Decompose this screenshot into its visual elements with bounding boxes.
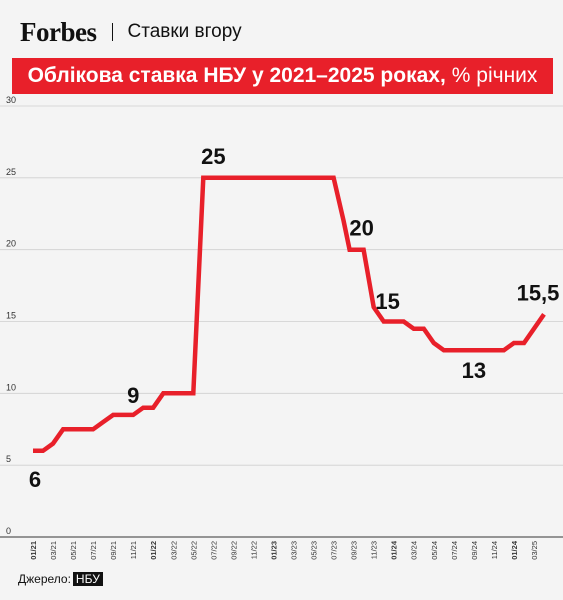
x-tick-label: 05/22	[189, 541, 198, 560]
x-tick-label: 01/21	[29, 541, 38, 560]
chart-unit: % річних	[451, 64, 538, 87]
data-label: 6	[29, 467, 41, 492]
x-tick-label: 11/22	[249, 541, 258, 559]
x-tick-label: 03/24	[410, 541, 419, 560]
line-chart: 0 5 10 15 20 25 30 01/21 03/21 05/21 07/21 09/21 11…	[0, 96, 563, 560]
y-tick-label: 20	[6, 239, 16, 249]
forbes-logo[interactable]: Forbes	[20, 16, 97, 47]
x-tick-label: 05/23	[310, 541, 319, 560]
y-tick-label: 5	[6, 454, 11, 464]
x-tick-label: 11/24	[490, 541, 499, 559]
data-label: 20	[349, 216, 373, 241]
data-label: 15	[375, 289, 399, 314]
data-labels: 6 9 25 20 15 13 15,5	[29, 144, 560, 492]
x-tick-label: 11/23	[370, 541, 379, 559]
section-title[interactable]: Ставки вгору	[127, 21, 242, 42]
x-tick-label: 09/24	[470, 541, 479, 560]
data-label: 13	[462, 358, 486, 383]
x-tick-label: 03/25	[530, 541, 539, 560]
x-tick-label: 01/23	[269, 541, 278, 560]
x-tick-label: 07/24	[450, 541, 459, 560]
x-tick-label: 11/21	[129, 541, 138, 559]
chart-grid	[0, 105, 563, 538]
x-tick-label: 03/23	[290, 541, 299, 560]
series-line	[33, 175, 546, 454]
x-tick-label: 05/24	[430, 541, 439, 560]
source-label: Джерело:	[18, 572, 71, 586]
chart-title-banner: Облікова ставка НБУ у 2021–2025 роках, %…	[12, 58, 553, 94]
data-label: 15,5	[517, 280, 560, 305]
x-tick-label: 07/22	[209, 541, 218, 560]
y-tick-label: 30	[6, 96, 16, 105]
data-label: 9	[127, 383, 139, 408]
header-divider	[112, 23, 114, 41]
y-tick-label: 15	[6, 311, 16, 321]
x-tick-label: 03/22	[169, 541, 178, 560]
x-tick-label: 09/22	[229, 541, 238, 560]
x-tick-label: 01/22	[149, 541, 158, 560]
x-tick-label: 07/21	[89, 541, 98, 560]
x-tick-label: 03/21	[49, 541, 58, 560]
x-tick-label: 09/21	[109, 541, 118, 560]
x-tick-label: 05/21	[69, 541, 78, 560]
data-label: 25	[201, 144, 225, 169]
x-tick-label: 01/24	[510, 540, 519, 560]
chart-title: Облікова ставка НБУ у 2021–2025 роках,	[27, 64, 446, 87]
x-tick-label: 07/23	[330, 541, 339, 560]
source-note: Джерело: НБУ	[18, 572, 103, 586]
x-tick-label: 09/23	[350, 541, 359, 560]
y-tick-label: 0	[6, 526, 11, 536]
y-tick-label: 10	[6, 382, 16, 392]
x-axis-ticks: 01/21 03/21 05/21 07/21 09/21 11/21 01/22 03/22…	[29, 540, 539, 560]
header: Forbes Ставки вгору	[20, 14, 242, 50]
x-tick-label: 01/24	[390, 540, 399, 560]
source-value: НБУ	[72, 572, 103, 586]
y-tick-label: 25	[6, 167, 16, 177]
y-axis-ticks: 0 5 10 15 20 25 30	[6, 96, 16, 536]
